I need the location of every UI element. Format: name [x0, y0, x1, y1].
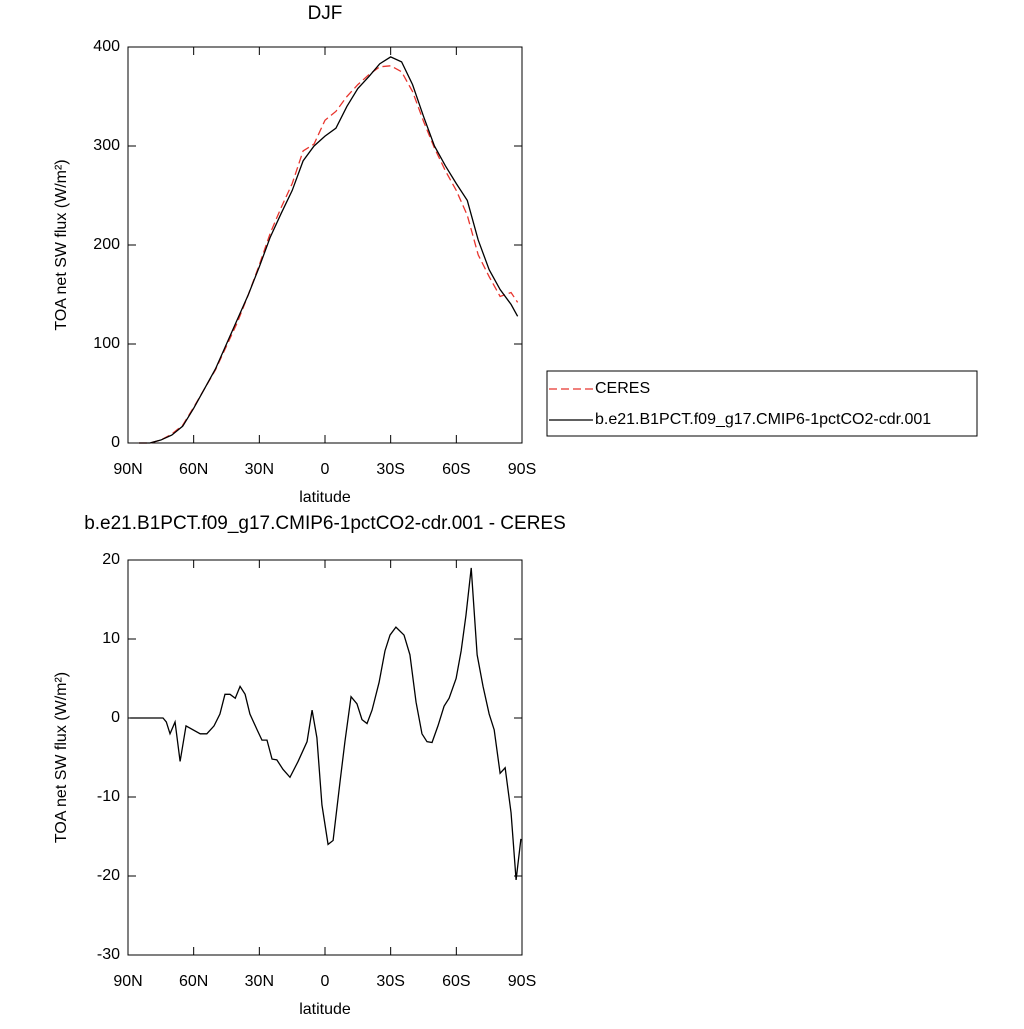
plot-frame [127, 46, 523, 444]
y-tick-label: 0 [111, 709, 120, 726]
plot-frame [127, 559, 523, 956]
x-tick-label: 90S [508, 461, 536, 478]
chart-title: b.e21.B1PCT.f09_g17.CMIP6-1pctCO2-cdr.00… [84, 513, 566, 534]
legend-label: b.e21.B1PCT.f09_g17.CMIP6-1pctCO2-cdr.00… [595, 411, 931, 428]
y-tick-label: -20 [97, 867, 120, 884]
y-axis-label: TOA net SW flux (W/m²) [53, 159, 70, 330]
x-tick-label: 90S [508, 973, 536, 990]
y-tick-label: 200 [93, 236, 120, 253]
x-tick-label: 60S [442, 973, 470, 990]
y-tick-label: -10 [97, 788, 120, 805]
y-tick-label: -30 [97, 946, 120, 963]
legend-label: CERES [595, 380, 650, 397]
chart-title: DJF [308, 3, 343, 24]
x-tick-label: 60N [179, 461, 208, 478]
x-tick-label: 30S [376, 973, 404, 990]
x-axis-label: latitude [299, 489, 351, 506]
x-tick-label: 30N [245, 461, 274, 478]
y-tick-label: 100 [93, 335, 120, 352]
x-tick-label: 30S [376, 461, 404, 478]
x-tick-label: 90N [113, 461, 142, 478]
x-tick-label: 90N [113, 973, 142, 990]
y-axis-label: TOA net SW flux (W/m²) [53, 672, 70, 843]
x-tick-label: 60S [442, 461, 470, 478]
data-line [138, 56, 519, 444]
y-tick-label: 20 [102, 551, 120, 568]
data-line [130, 567, 522, 881]
x-tick-label: 0 [321, 973, 330, 990]
x-tick-label: 0 [321, 461, 330, 478]
y-tick-label: 300 [93, 137, 120, 154]
y-tick-label: 10 [102, 630, 120, 647]
y-tick-label: 400 [93, 38, 120, 55]
data-line [138, 65, 519, 444]
x-axis-label: latitude [299, 1001, 351, 1018]
x-tick-label: 30N [245, 973, 274, 990]
legend-box [546, 370, 978, 437]
y-tick-label: 0 [111, 434, 120, 451]
x-tick-label: 60N [179, 973, 208, 990]
